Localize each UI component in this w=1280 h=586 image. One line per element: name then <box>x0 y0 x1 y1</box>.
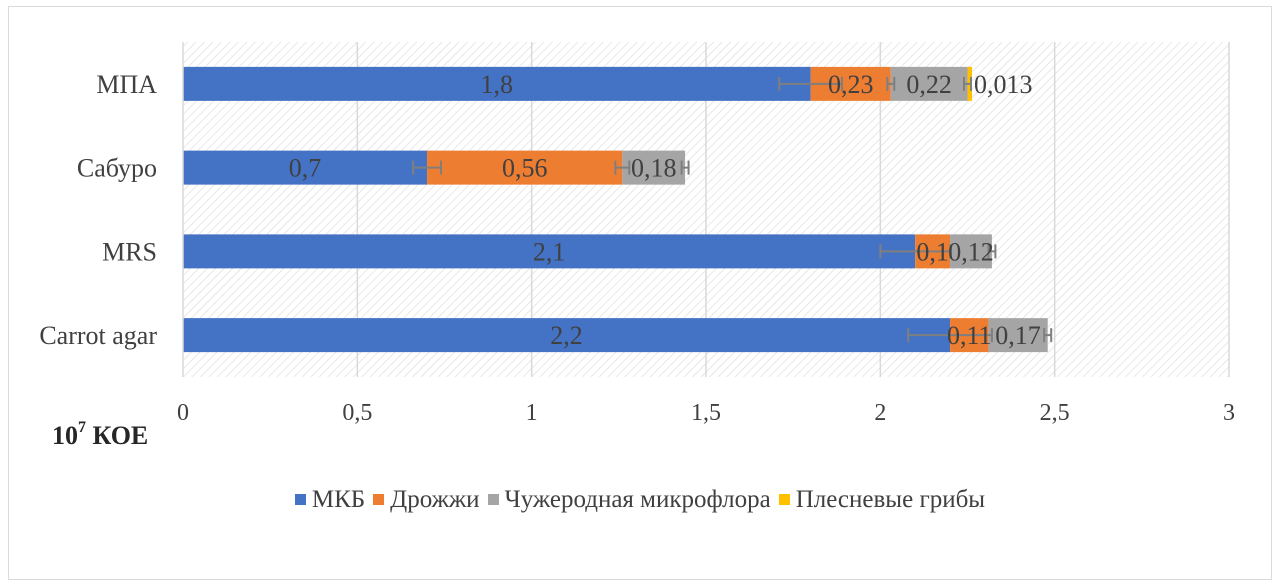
data-label: 0,1 <box>916 237 949 266</box>
category-label: MRS <box>102 237 157 266</box>
unit-text: КОЕ <box>92 421 149 450</box>
bar-segment <box>890 66 968 101</box>
unit-exponent: 7 <box>78 419 86 437</box>
data-label: 0,18 <box>631 154 677 183</box>
legend-label: МКБ <box>311 485 366 513</box>
category-label: МПА <box>96 70 157 99</box>
legend-swatch <box>294 494 306 505</box>
x-tick-label: 2,5 <box>1040 400 1070 426</box>
legend-item: Плесневые грибы <box>778 485 986 514</box>
x-tick-label: 2 <box>874 400 886 426</box>
bar-segment <box>183 150 428 185</box>
data-label: 0,013 <box>974 70 1033 99</box>
x-tick-label: 1,5 <box>691 400 721 426</box>
x-tick-label: 0,5 <box>342 400 372 426</box>
data-label: 0,56 <box>502 154 548 183</box>
x-tick-label: 0 <box>177 400 189 426</box>
legend-swatch <box>373 494 385 505</box>
legend-swatch <box>778 494 790 505</box>
bar-segment <box>183 318 951 353</box>
data-label: 1,8 <box>481 70 514 99</box>
bar-segment <box>622 150 686 185</box>
bar-segment <box>988 318 1048 353</box>
data-label: 0,22 <box>906 70 952 99</box>
data-label: 0,17 <box>995 321 1041 350</box>
bar-segment <box>427 150 623 185</box>
x-axis-unit-label: 107 КОЕ <box>52 419 149 451</box>
data-label: 0,23 <box>828 70 874 99</box>
category-label: Сабуро <box>77 154 157 183</box>
legend-item: МКБ <box>294 485 366 514</box>
chart-legend: МКБ Дрожжи Чужеродная микрофлора Плесневые … <box>0 484 1280 514</box>
data-label: 0,12 <box>948 237 994 266</box>
bar-segment <box>950 234 992 269</box>
bar-segment <box>183 234 916 269</box>
data-label: 0,7 <box>289 154 322 183</box>
data-label: 2,2 <box>550 321 583 350</box>
category-label: Carrot agar <box>39 321 157 350</box>
data-label: 0,11 <box>947 321 992 350</box>
legend-item: Дрожжи <box>373 485 480 514</box>
legend-item: Чужеродная микрофлора <box>487 485 771 514</box>
legend-label: Плесневые грибы <box>795 485 986 513</box>
unit-base: 10 <box>52 421 78 450</box>
legend-label: Дрожжи <box>390 485 480 513</box>
bar-segment <box>183 66 811 101</box>
x-tick-label: 3 <box>1223 400 1235 426</box>
data-label: 2,1 <box>533 237 566 266</box>
legend-label: Чужеродная микрофлора <box>504 485 771 513</box>
x-tick-label: 1 <box>526 400 538 426</box>
legend-swatch <box>487 494 499 505</box>
